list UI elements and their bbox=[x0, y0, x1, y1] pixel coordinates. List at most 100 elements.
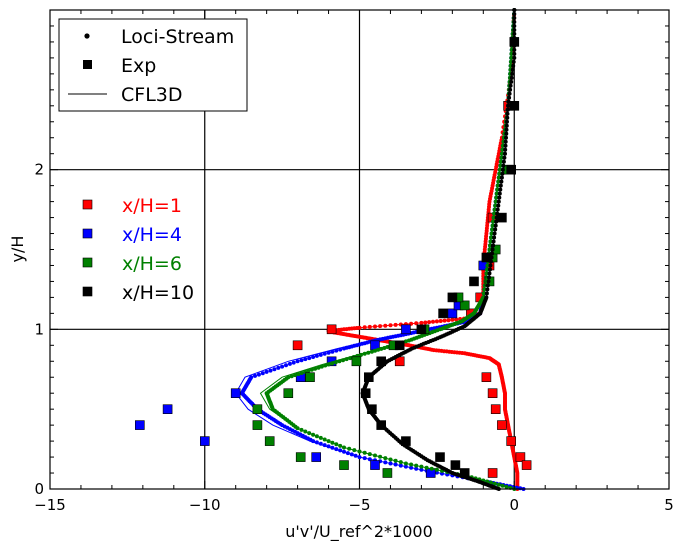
loci-stream-point bbox=[393, 462, 398, 467]
loci-stream-point bbox=[509, 79, 514, 84]
loci-stream-point bbox=[486, 279, 491, 284]
loci-stream-point bbox=[491, 243, 496, 248]
loci-stream-point bbox=[342, 449, 346, 454]
exp-point bbox=[367, 404, 377, 415]
loci-stream-point bbox=[498, 183, 503, 188]
loci-stream-point bbox=[424, 465, 429, 470]
exp-point bbox=[447, 292, 458, 303]
loci-stream-point bbox=[504, 135, 508, 140]
loci-stream-point bbox=[326, 350, 331, 355]
loci-stream-point bbox=[434, 319, 439, 324]
exp-point bbox=[401, 324, 411, 335]
loci-stream-point bbox=[446, 318, 451, 323]
loci-stream-point bbox=[490, 223, 495, 228]
exp-point bbox=[438, 308, 448, 319]
loci-stream-point bbox=[482, 287, 487, 292]
legend-dot-marker bbox=[84, 33, 90, 39]
exp-point bbox=[416, 324, 427, 335]
loci-stream-point bbox=[373, 348, 377, 353]
loci-stream-point bbox=[419, 320, 424, 325]
loci-stream-point bbox=[366, 350, 371, 355]
loci-stream-point bbox=[505, 119, 509, 124]
loci-stream-point bbox=[484, 291, 489, 296]
loci-stream-point bbox=[299, 371, 304, 375]
loci-stream-point bbox=[492, 211, 497, 216]
exp-point bbox=[490, 404, 501, 415]
loci-stream-point bbox=[357, 455, 362, 460]
loci-stream-point bbox=[498, 187, 503, 192]
legend-station-label: x/H=1 bbox=[122, 195, 182, 217]
loci-stream-point bbox=[509, 55, 514, 60]
legend-station-marker bbox=[82, 257, 93, 268]
loci-stream-point bbox=[334, 348, 339, 353]
loci-stream-point bbox=[496, 199, 501, 204]
loci-stream-point bbox=[362, 456, 367, 461]
loci-stream-point bbox=[502, 155, 507, 160]
cfl3d-line bbox=[235, 9, 524, 490]
exp-point bbox=[370, 460, 380, 470]
loci-stream-point bbox=[495, 207, 500, 212]
loci-stream-point bbox=[496, 482, 501, 487]
loci-stream-point bbox=[414, 321, 419, 326]
legend-station-label: x/H=10 bbox=[122, 282, 194, 304]
loci-stream-point bbox=[490, 247, 495, 252]
exp-point bbox=[305, 372, 315, 383]
loci-stream-point bbox=[330, 349, 335, 354]
loci-stream-point bbox=[497, 171, 502, 176]
loci-stream-point bbox=[322, 351, 327, 356]
loci-stream-point bbox=[326, 362, 331, 367]
loci-stream-point bbox=[409, 465, 414, 470]
loci-stream-point bbox=[504, 127, 509, 132]
loci-stream-point bbox=[307, 356, 312, 361]
x-axis-label: u'v'/U_ref^2*1000 bbox=[285, 522, 433, 542]
loci-stream-point bbox=[337, 359, 342, 364]
loci-stream-point bbox=[293, 373, 297, 378]
loci-stream-point bbox=[353, 453, 358, 458]
loci-stream-point bbox=[379, 346, 384, 351]
loci-stream-point bbox=[512, 28, 517, 32]
legend-top: Loci-Stream Exp CFL3D bbox=[58, 18, 248, 112]
loci-stream-point bbox=[303, 429, 308, 434]
loci-stream-point bbox=[316, 365, 321, 370]
exp-point bbox=[351, 356, 362, 367]
loci-stream-point bbox=[378, 324, 383, 329]
loci-stream-point bbox=[348, 356, 353, 361]
loci-stream-point bbox=[499, 179, 504, 184]
loci-stream-point bbox=[450, 317, 455, 322]
loci-stream-point bbox=[306, 368, 311, 373]
loci-stream-point bbox=[512, 20, 517, 24]
loci-stream-point bbox=[253, 373, 257, 378]
loci-stream-point bbox=[359, 352, 363, 357]
loci-stream-point bbox=[487, 275, 491, 280]
loci-stream-point bbox=[512, 24, 517, 28]
loci-stream-point bbox=[429, 466, 434, 471]
loci-stream-point bbox=[414, 466, 419, 471]
loci-stream-point bbox=[495, 187, 500, 192]
exp-point bbox=[200, 436, 210, 446]
loci-stream-point bbox=[496, 203, 501, 208]
exp-point bbox=[447, 308, 458, 319]
data-layer bbox=[135, 8, 532, 491]
loci-stream-point bbox=[494, 191, 499, 196]
loci-stream-point bbox=[494, 195, 499, 200]
exp-point bbox=[311, 452, 322, 462]
legend-label-loci-stream: Loci-Stream bbox=[121, 26, 234, 48]
loci-stream-point bbox=[499, 175, 504, 180]
loci-stream-point bbox=[334, 442, 339, 447]
loci-stream-point bbox=[398, 463, 403, 468]
exp-point bbox=[283, 388, 294, 399]
legend-square-marker bbox=[83, 60, 92, 69]
loci-stream-point bbox=[493, 199, 498, 204]
loci-stream-point bbox=[500, 147, 505, 152]
series-x-h-10 bbox=[360, 8, 520, 491]
loci-stream-point bbox=[423, 320, 428, 325]
loci-stream-point bbox=[286, 375, 291, 380]
loci-stream-point bbox=[505, 107, 510, 112]
loci-stream-point bbox=[296, 372, 301, 376]
loci-stream-point bbox=[512, 47, 517, 52]
loci-stream-point bbox=[484, 271, 489, 276]
loci-stream-point bbox=[495, 183, 500, 188]
loci-stream-point bbox=[488, 263, 493, 268]
exp-point bbox=[459, 468, 470, 478]
loci-stream-point bbox=[492, 231, 497, 236]
